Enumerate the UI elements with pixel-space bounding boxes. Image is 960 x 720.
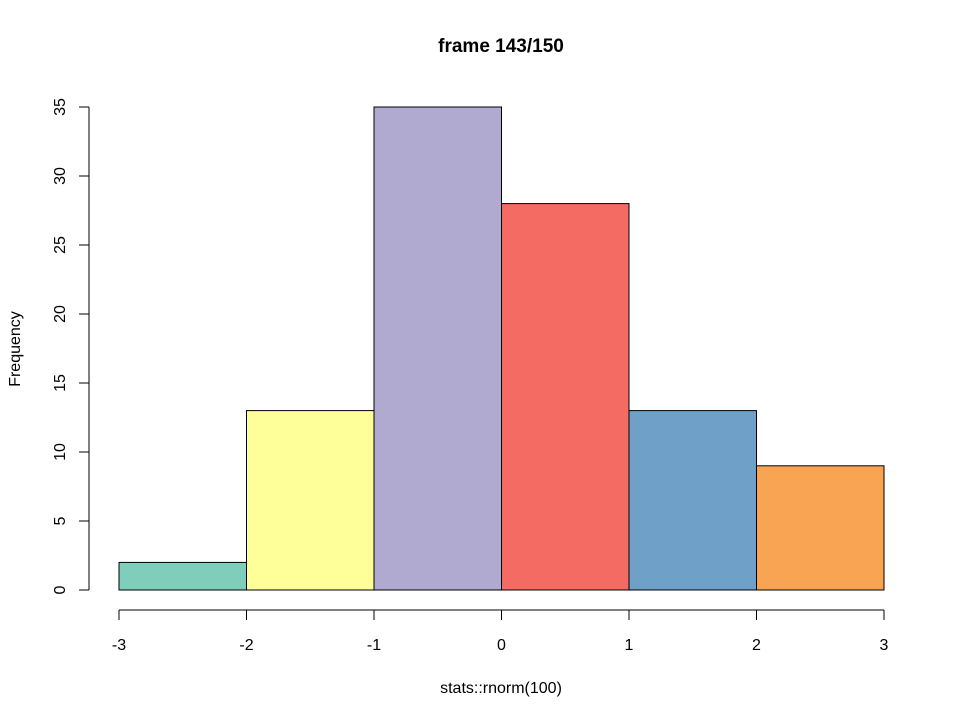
bars	[118, 106, 885, 591]
y-tick-label-1: 5	[52, 516, 69, 525]
x-tick-label-4: 1	[625, 637, 634, 654]
y-axis-label: Frequency	[7, 311, 24, 387]
y-tick-label-3: 15	[52, 374, 69, 392]
x-tick-label-1: -2	[239, 637, 253, 654]
histogram-bar-3	[501, 203, 630, 591]
x-tick-label-6: 3	[880, 637, 889, 654]
y-axis: 0 5 10 15 20 25 30 35	[52, 98, 90, 594]
histogram-bar-4	[628, 410, 757, 591]
x-tick-label-2: -1	[367, 637, 381, 654]
histogram-bar-1	[246, 410, 375, 591]
y-tick-label-5: 25	[52, 236, 69, 254]
x-tick-label-3: 0	[497, 637, 506, 654]
histogram-bar-5	[756, 465, 885, 591]
y-tick-label-6: 30	[52, 167, 69, 185]
histogram-bar-2	[373, 106, 502, 591]
y-tick-label-0: 0	[52, 585, 69, 594]
x-axis-label: stats::rnorm(100)	[440, 680, 562, 697]
y-tick-label-4: 20	[52, 305, 69, 323]
x-axis: -3 -2 -1 0 1 2 3	[112, 609, 889, 654]
y-tick-label-7: 35	[52, 98, 69, 116]
y-tick-label-2: 10	[52, 443, 69, 461]
histogram-bar-0	[118, 561, 247, 591]
x-tick-label-0: -3	[112, 637, 126, 654]
chart-title: frame 143/150	[438, 36, 564, 57]
x-tick-label-5: 2	[752, 637, 761, 654]
